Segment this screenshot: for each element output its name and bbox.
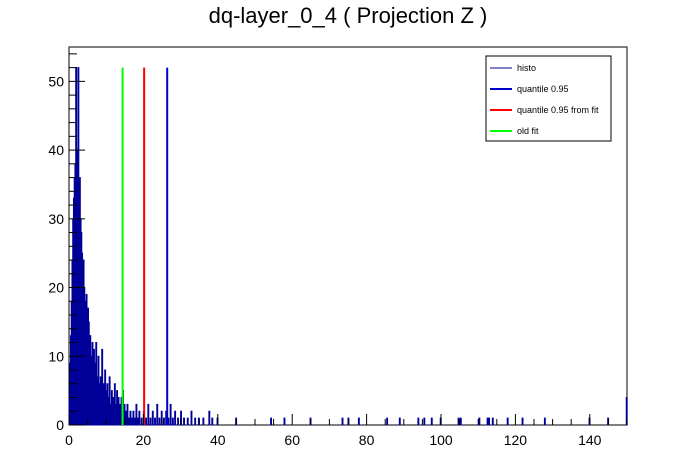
histogram-bar xyxy=(149,417,152,426)
y-tick-label: 50 xyxy=(48,73,64,89)
histogram-bar xyxy=(138,410,141,426)
legend-label: quantile 0.95 xyxy=(517,84,569,94)
histogram-bar xyxy=(543,417,546,426)
histogram-bar xyxy=(133,417,136,426)
histogram-bar xyxy=(430,417,433,426)
legend-label: old fit xyxy=(517,126,539,136)
histogram-bar xyxy=(521,417,524,426)
x-tick-label: 40 xyxy=(210,432,226,448)
histogram-bar xyxy=(126,403,129,426)
histogram-bar xyxy=(194,417,197,426)
y-axis-ticks: 0 10 20 30 40 50 xyxy=(48,53,85,433)
histogram-bar xyxy=(506,417,509,426)
histogram-bar xyxy=(211,417,214,426)
histogram-bar xyxy=(174,410,177,426)
histogram-bar xyxy=(386,417,389,426)
histogram-bar xyxy=(478,417,481,426)
histogram-bar xyxy=(171,417,174,426)
x-tick-label: 80 xyxy=(359,432,375,448)
histogram-bar xyxy=(147,403,150,426)
x-tick-label: 0 xyxy=(65,432,73,448)
x-tick-label: 140 xyxy=(578,432,602,448)
histogram-bar xyxy=(132,410,135,426)
legend-label: histo xyxy=(517,63,536,73)
histogram-bar xyxy=(129,410,132,426)
histogram-bar xyxy=(283,417,286,426)
histogram-bar xyxy=(186,417,189,426)
histogram-bar xyxy=(190,410,193,426)
histogram-bar xyxy=(169,403,172,426)
histogram-bar xyxy=(457,417,460,426)
histogram-bar xyxy=(270,417,273,426)
y-tick-label: 30 xyxy=(48,211,64,227)
histogram-bar xyxy=(486,417,489,426)
histogram-bar xyxy=(156,403,159,426)
histogram-bar xyxy=(488,417,491,426)
legend-box xyxy=(485,55,612,142)
histogram-bar xyxy=(145,417,148,426)
histogram-bar xyxy=(128,417,130,426)
histogram-bar xyxy=(125,410,127,426)
histogram-bar xyxy=(177,417,180,426)
histogram-bar xyxy=(491,417,494,426)
x-tick-label: 20 xyxy=(136,432,152,448)
histogram-bar xyxy=(423,417,426,426)
y-tick-label: 40 xyxy=(48,142,64,158)
x-axis-ticks: 0 20 40 60 80 100 120 140 xyxy=(65,414,628,448)
y-tick-label: 0 xyxy=(56,417,64,433)
histogram-bar xyxy=(202,417,205,426)
x-tick-label: 120 xyxy=(504,432,528,448)
legend-label: quantile 0.95 from fit xyxy=(517,105,599,115)
histogram-bar xyxy=(136,417,139,426)
histogram-bar xyxy=(131,417,133,426)
histogram-bar xyxy=(357,417,360,426)
histogram-bar xyxy=(208,410,211,426)
histogram-bar xyxy=(158,417,161,426)
histogram-bar xyxy=(135,403,138,426)
x-tick-label: 60 xyxy=(284,432,300,448)
legend: histo quantile 0.95 quantile 0.95 from fit… xyxy=(485,55,612,142)
histogram-bar xyxy=(459,417,462,426)
histogram-bar xyxy=(162,417,165,426)
histogram-bar xyxy=(183,417,185,426)
y-tick-label: 10 xyxy=(48,348,64,364)
histogram-bar xyxy=(341,417,344,426)
histogram-bar xyxy=(417,417,420,426)
chart-title: dq-layer_0_4 ( Projection Z ) xyxy=(209,3,488,28)
vertical-lines xyxy=(121,67,169,425)
histogram-bar xyxy=(154,417,156,426)
histogram-bar xyxy=(398,417,401,426)
y-tick-label: 20 xyxy=(48,280,64,296)
histogram-bar xyxy=(140,417,143,426)
histogram-bar xyxy=(151,410,154,426)
x-tick-label: 100 xyxy=(429,432,453,448)
